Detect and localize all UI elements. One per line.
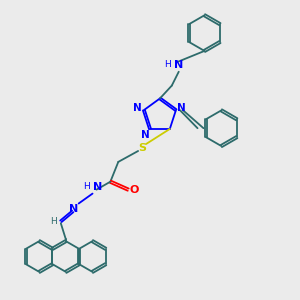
Text: S: S [138,143,146,153]
Text: N: N [178,103,186,113]
Text: N: N [174,60,183,70]
Text: O: O [130,184,139,195]
Text: H: H [83,182,90,191]
Text: N: N [69,204,78,214]
Text: N: N [93,182,102,192]
Text: H: H [50,217,57,226]
Text: N: N [133,103,141,113]
Text: H: H [164,60,171,69]
Text: N: N [141,130,149,140]
